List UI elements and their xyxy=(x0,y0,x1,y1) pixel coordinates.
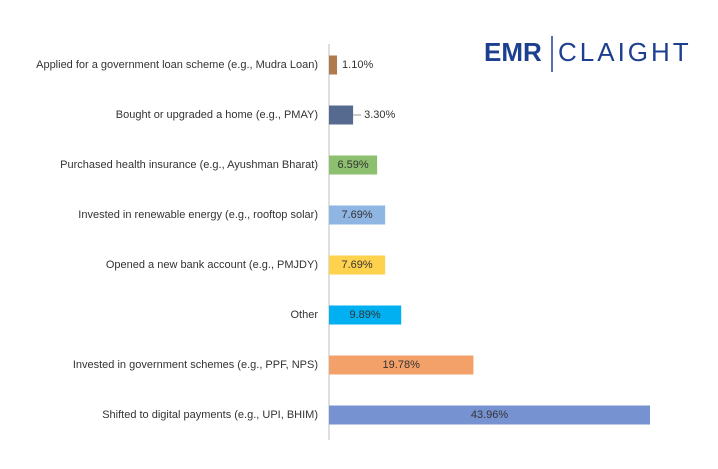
bar xyxy=(329,305,402,325)
logo-partner: CLAIGHT xyxy=(558,37,692,67)
value-label: 19.78% xyxy=(383,359,421,371)
bar xyxy=(329,205,386,225)
bar xyxy=(329,255,386,275)
value-label: 1.10% xyxy=(342,59,373,71)
value-label: 6.59% xyxy=(337,159,368,171)
category-label: Invested in renewable energy (e.g., roof… xyxy=(78,209,318,221)
logo: EMR CLAIGHT xyxy=(484,36,692,72)
bar xyxy=(329,155,378,175)
value-label: 43.96% xyxy=(471,409,509,421)
category-label: Invested in government schemes (e.g., PP… xyxy=(73,359,318,371)
value-label: 7.69% xyxy=(341,209,372,221)
category-label: Purchased health insurance (e.g., Ayushm… xyxy=(60,159,318,171)
category-label: Applied for a government loan scheme (e.… xyxy=(36,59,318,71)
value-label: 3.30% xyxy=(364,109,395,121)
logo-brand: EMR xyxy=(484,37,542,67)
bar xyxy=(329,405,650,425)
value-label: 7.69% xyxy=(341,259,372,271)
bar xyxy=(329,105,354,125)
bar xyxy=(329,55,338,75)
category-label: Other xyxy=(290,309,318,321)
bar xyxy=(329,355,474,375)
category-label: Bought or upgraded a home (e.g., PMAY) xyxy=(116,109,318,121)
value-label: 9.89% xyxy=(350,309,381,321)
category-label: Opened a new bank account (e.g., PMJDY) xyxy=(106,259,318,271)
category-label: Shifted to digital payments (e.g., UPI, … xyxy=(102,409,318,421)
